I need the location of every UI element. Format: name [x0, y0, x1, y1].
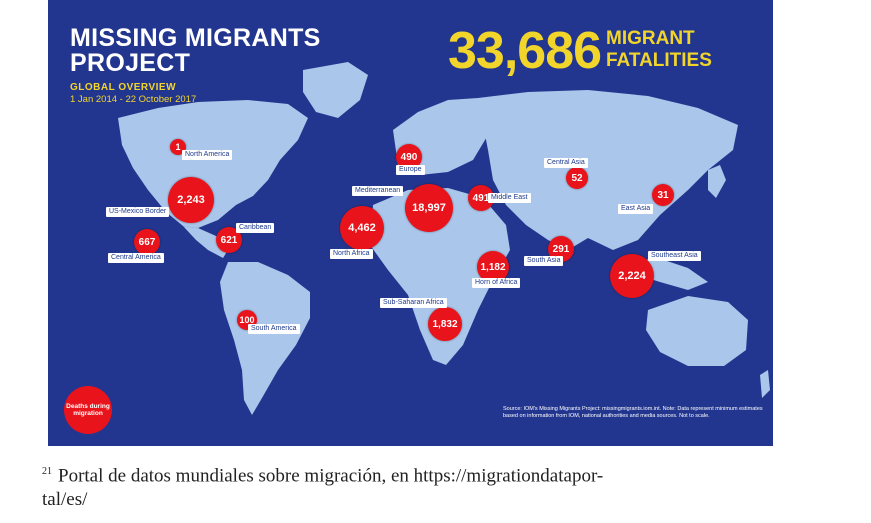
- legend-deaths-during-migration: Deaths during migration: [64, 386, 112, 434]
- label-southeast-asia: Southeast Asia: [648, 251, 701, 261]
- label-us-mexico-border: US-Mexico Border: [106, 207, 170, 217]
- label-north-africa: North Africa: [330, 249, 373, 259]
- bubble-horn-of-africa: 1,182: [477, 251, 509, 283]
- total-label-line2: FATALITIES: [606, 50, 712, 71]
- bubble-central-asia: 52: [566, 167, 588, 189]
- world-map-land: [118, 62, 770, 415]
- label-central-asia: Central Asia: [544, 158, 588, 168]
- map-subtitle: GLOBAL OVERVIEW: [70, 82, 177, 93]
- bubble-east-asia: 31: [652, 184, 674, 206]
- bubble-sub-saharan-africa: 1,832: [428, 307, 462, 341]
- migrant-fatalities-map: MISSING MIGRANTS PROJECT GLOBAL OVERVIEW…: [48, 0, 773, 446]
- total-label-line1: MIGRANT: [606, 28, 695, 49]
- label-mediterranean: Mediterranean: [352, 186, 404, 196]
- label-caribbean: Caribbean: [236, 223, 275, 233]
- map-title-line2: PROJECT: [70, 49, 191, 77]
- label-north-america: North America: [182, 150, 233, 160]
- source-note: Source: IOM's Missing Migrants Project: …: [503, 406, 763, 419]
- map-title-line1: MISSING MIGRANTS: [70, 24, 321, 52]
- footnote-number: 21: [42, 466, 52, 477]
- bubble-southeast-asia: 2,224: [610, 254, 654, 298]
- footnote: 21 Portal de datos mundiales sobre migrac…: [42, 460, 842, 512]
- label-east-asia: East Asia: [618, 204, 654, 214]
- total-fatalities: 33,686: [448, 22, 602, 80]
- label-europe: Europe: [396, 165, 425, 175]
- bubble-central-america: 667: [134, 229, 160, 255]
- bubble-north-africa: 4,462: [340, 206, 384, 250]
- bubble-us-mexico-border: 2,243: [168, 177, 214, 223]
- label-middle-east: Middle East: [488, 193, 531, 203]
- date-range: 1 Jan 2014 - 22 October 2017: [70, 94, 197, 105]
- bubble-mediterranean: 18,997: [405, 184, 453, 232]
- label-horn-of-africa: Horn of Africa: [472, 278, 521, 288]
- map-title: MISSING MIGRANTS PROJECT: [70, 26, 321, 76]
- footnote-text-line2: tal/es/: [42, 489, 88, 511]
- total-label: MIGRANT FATALITIES: [606, 28, 712, 72]
- label-south-asia: South Asia: [524, 256, 564, 266]
- label-south-america: South America: [248, 324, 300, 334]
- label-central-america: Central America: [108, 253, 164, 263]
- footnote-line1: 21 Portal de datos mundiales sobre migrac…: [42, 460, 842, 488]
- label-sub-saharan-africa: Sub-Saharan Africa: [380, 298, 447, 308]
- footnote-text-line1: Portal de datos mundiales sobre migració…: [58, 465, 604, 487]
